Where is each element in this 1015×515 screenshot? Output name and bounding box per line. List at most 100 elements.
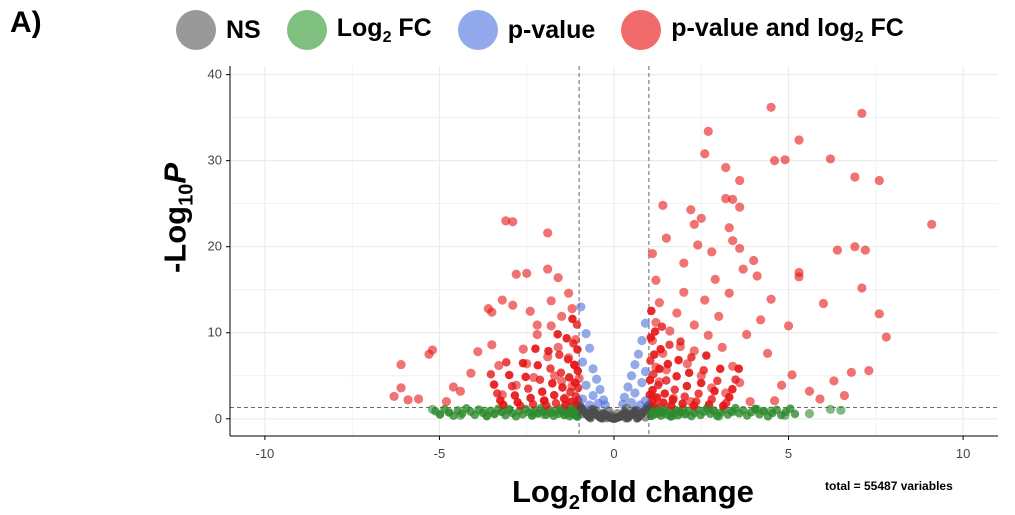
data-point (794, 272, 804, 282)
data-point (686, 205, 696, 215)
data-point (557, 406, 567, 416)
data-point (665, 326, 675, 336)
data-point (783, 321, 794, 331)
data-point-band (728, 385, 737, 394)
data-point (581, 380, 591, 390)
data-point (593, 398, 603, 408)
data-point (567, 403, 577, 414)
data-point (539, 396, 549, 406)
data-point (780, 155, 790, 165)
data-point (745, 396, 755, 407)
data-point (654, 377, 664, 387)
data-point (721, 193, 731, 204)
data-point-band (665, 340, 674, 350)
data-point (832, 245, 843, 255)
data-point (703, 126, 713, 136)
data-point (679, 258, 689, 268)
data-point (560, 393, 570, 403)
data-point (553, 273, 563, 283)
data-point (846, 367, 856, 377)
data-point-band (489, 380, 499, 389)
data-point (543, 228, 553, 238)
data-point (654, 405, 664, 415)
data-point (571, 360, 581, 371)
data-point (724, 288, 734, 298)
data-point (675, 341, 685, 352)
data-point (588, 390, 598, 401)
data-point (658, 200, 668, 210)
data-point-band (647, 306, 656, 316)
data-point (735, 243, 745, 254)
y-axis-title: -Log10P (157, 162, 198, 274)
legend-label-ns: NS (226, 15, 261, 44)
x-tick-label: -5 (434, 446, 446, 461)
data-point-band (531, 344, 540, 353)
data-point (881, 332, 891, 342)
data-point-band (546, 364, 555, 373)
data-point (818, 298, 829, 309)
data-point (396, 383, 406, 393)
data-point (742, 329, 752, 340)
data-point (735, 175, 745, 186)
data-point (591, 374, 602, 384)
data-point (546, 321, 556, 331)
data-point (588, 404, 598, 414)
data-point-band (548, 379, 557, 388)
data-point (522, 359, 532, 369)
legend-item-log2fc: Log2 FC (286, 10, 432, 50)
data-point (557, 311, 567, 321)
data-point (850, 172, 860, 182)
data-point (658, 348, 668, 358)
data-point (640, 318, 651, 328)
data-point-band (648, 385, 657, 395)
data-point (508, 300, 518, 310)
data-point-band (533, 361, 542, 370)
data-point (413, 394, 424, 404)
data-point-band (435, 410, 445, 419)
legend-item-ns: NS (176, 10, 261, 50)
data-point (766, 102, 776, 112)
data-point (532, 320, 542, 330)
data-point-band (659, 398, 668, 407)
data-point-band (486, 370, 496, 379)
data-point (710, 274, 720, 284)
data-point (577, 409, 588, 419)
data-point (647, 335, 658, 346)
data-point (850, 242, 860, 252)
data-point (584, 411, 595, 421)
data-point-band (549, 390, 559, 400)
data-point (839, 390, 850, 401)
data-point (703, 404, 713, 414)
data-point (825, 154, 836, 164)
data-point (679, 287, 689, 297)
data-point (693, 240, 703, 250)
data-point (508, 217, 518, 227)
data-point (735, 378, 745, 388)
data-point (707, 383, 717, 393)
data-point (504, 404, 514, 414)
y-tick-label: 20 (208, 239, 222, 254)
data-point (696, 213, 706, 223)
data-point (604, 406, 614, 416)
data-point (714, 411, 724, 421)
data-point-band (572, 320, 582, 329)
data-point-band (738, 405, 748, 415)
data-point (756, 315, 766, 325)
data-point-band (682, 381, 692, 391)
data-point (752, 404, 762, 414)
data-point-band (786, 404, 795, 413)
data-point (584, 343, 595, 353)
data-point (651, 362, 661, 372)
data-point-band (538, 387, 547, 396)
data-point (766, 294, 776, 304)
data-point (728, 236, 738, 246)
data-point-band (645, 375, 655, 385)
data-point (776, 380, 787, 390)
data-point (630, 388, 640, 398)
legend-swatch-pvalue-log2fc (621, 10, 662, 50)
data-point (529, 372, 539, 383)
data-point (769, 156, 780, 166)
data-point-band (521, 372, 530, 382)
y-tick-label: 10 (208, 325, 222, 340)
data-point (728, 194, 738, 204)
